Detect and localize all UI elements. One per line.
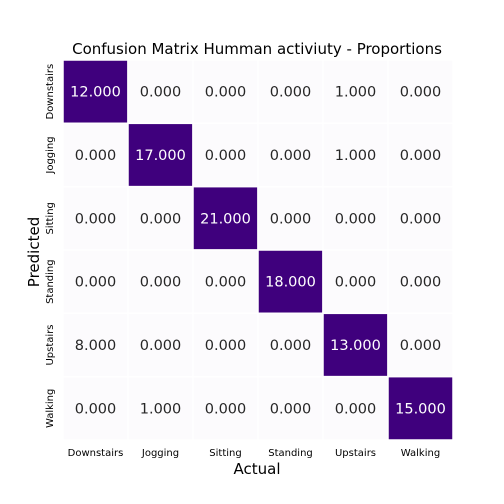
heatmap-cell-downstairs-downstairs bbox=[62, 59, 129, 125]
cell-value-label: 0.000 bbox=[75, 211, 117, 227]
cell-value-label: 0.000 bbox=[335, 401, 377, 417]
y-axis-label: Predicted bbox=[25, 217, 43, 287]
heatmap-cell-jogging-jogging bbox=[127, 122, 194, 188]
x-tick-label-upstairs: Upstairs bbox=[335, 448, 376, 459]
y-tick-label-sitting: Sitting bbox=[45, 202, 56, 234]
heatmap-cell-downstairs-jogging bbox=[127, 59, 194, 125]
heatmap-cell-standing-jogging bbox=[127, 249, 194, 315]
cell-value-label: 0.000 bbox=[270, 401, 312, 417]
cell-value-label: 8.000 bbox=[75, 338, 117, 354]
cell-value-label: 0.000 bbox=[75, 148, 117, 164]
heatmap-cell-sitting-walking bbox=[387, 185, 454, 251]
heatmap-cell-walking-upstairs bbox=[322, 375, 389, 441]
x-tick-label-standing: Standing bbox=[268, 448, 313, 459]
cell-value-label: 1.000 bbox=[140, 401, 182, 417]
y-tick-label-downstairs: Downstairs bbox=[45, 64, 56, 120]
heatmap-cells: 12.000 0.000 0.000 0.000 1.000 0.000 0.000 17.0… bbox=[62, 59, 454, 441]
y-tick-label-upstairs: Upstairs bbox=[45, 324, 56, 365]
cell-value-label: 0.000 bbox=[335, 211, 377, 227]
cell-value-label: 0.000 bbox=[270, 338, 312, 354]
x-tick-labels: Downstairs Jogging Sitting Standing Upstairs… bbox=[68, 448, 441, 459]
heatmap-cell-jogging-walking bbox=[387, 122, 454, 188]
heatmap-cell-standing-standing bbox=[257, 249, 324, 315]
y-tick-label-walking: Walking bbox=[45, 389, 56, 428]
cell-value-label: 0.000 bbox=[205, 85, 247, 101]
heatmap-cell-downstairs-walking bbox=[387, 59, 454, 125]
cell-value-label: 0.000 bbox=[270, 148, 312, 164]
cell-value-label: 0.000 bbox=[400, 148, 442, 164]
x-tick-label-sitting: Sitting bbox=[209, 448, 241, 459]
y-tick-label-standing: Standing bbox=[45, 259, 56, 304]
heatmap-cell-walking-standing bbox=[257, 375, 324, 441]
x-tick-label-walking: Walking bbox=[401, 448, 440, 459]
cell-value-label: 0.000 bbox=[140, 338, 182, 354]
cell-value-label: 1.000 bbox=[335, 148, 377, 164]
heatmap-cell-standing-downstairs bbox=[62, 249, 129, 315]
x-tick-label-jogging: Jogging bbox=[141, 448, 179, 459]
cell-value-label: 0.000 bbox=[205, 338, 247, 354]
heatmap-cell-walking-walking bbox=[387, 375, 454, 441]
cell-value-label: 0.000 bbox=[335, 275, 377, 291]
cell-value-label: 0.000 bbox=[75, 275, 117, 291]
heatmap-cell-standing-sitting bbox=[192, 249, 259, 315]
heatmap-cell-sitting-upstairs bbox=[322, 185, 389, 251]
cell-value-label: 13.000 bbox=[330, 338, 381, 354]
cell-value-label: 0.000 bbox=[400, 338, 442, 354]
cell-value-label: 18.000 bbox=[265, 275, 316, 291]
heatmap-cell-standing-upstairs bbox=[322, 249, 389, 315]
cell-value-label: 0.000 bbox=[140, 211, 182, 227]
cell-value-label: 0.000 bbox=[205, 148, 247, 164]
chart-title: Confusion Matrix Humman activiuty - Prop… bbox=[72, 40, 442, 58]
heatmap-cell-sitting-standing bbox=[257, 185, 324, 251]
heatmap-cell-upstairs-upstairs bbox=[322, 312, 389, 378]
heatmap-cell-upstairs-standing bbox=[257, 312, 324, 378]
cell-value-label: 12.000 bbox=[70, 85, 121, 101]
cell-value-label: 0.000 bbox=[140, 85, 182, 101]
cell-value-label: 17.000 bbox=[135, 148, 186, 164]
cell-value-label: 0.000 bbox=[140, 275, 182, 291]
heatmap-cell-sitting-jogging bbox=[127, 185, 194, 251]
cell-value-label: 1.000 bbox=[335, 85, 377, 101]
cell-value-label: 0.000 bbox=[400, 275, 442, 291]
y-tick-label-jogging: Jogging bbox=[45, 136, 56, 174]
cell-value-label: 0.000 bbox=[205, 401, 247, 417]
heatmap-cell-jogging-standing bbox=[257, 122, 324, 188]
x-axis-label: Actual bbox=[234, 460, 281, 478]
cell-value-label: 0.000 bbox=[400, 85, 442, 101]
cell-value-label: 15.000 bbox=[395, 401, 446, 417]
heatmap-cell-upstairs-walking bbox=[387, 312, 454, 378]
heatmap-cell-upstairs-sitting bbox=[192, 312, 259, 378]
heatmap-cell-standing-walking bbox=[387, 249, 454, 315]
cell-value-label: 0.000 bbox=[205, 275, 247, 291]
cell-value-label: 0.000 bbox=[270, 85, 312, 101]
y-tick-labels: Downstairs Jogging Sitting Standing Upstairs… bbox=[45, 64, 56, 428]
cell-value-label: 0.000 bbox=[75, 401, 117, 417]
cell-value-label: 0.000 bbox=[270, 211, 312, 227]
cell-value-label: 21.000 bbox=[200, 211, 251, 227]
cell-value-label: 0.000 bbox=[400, 211, 442, 227]
heatmap-cell-walking-downstairs bbox=[62, 375, 129, 441]
x-tick-label-downstairs: Downstairs bbox=[68, 448, 124, 459]
